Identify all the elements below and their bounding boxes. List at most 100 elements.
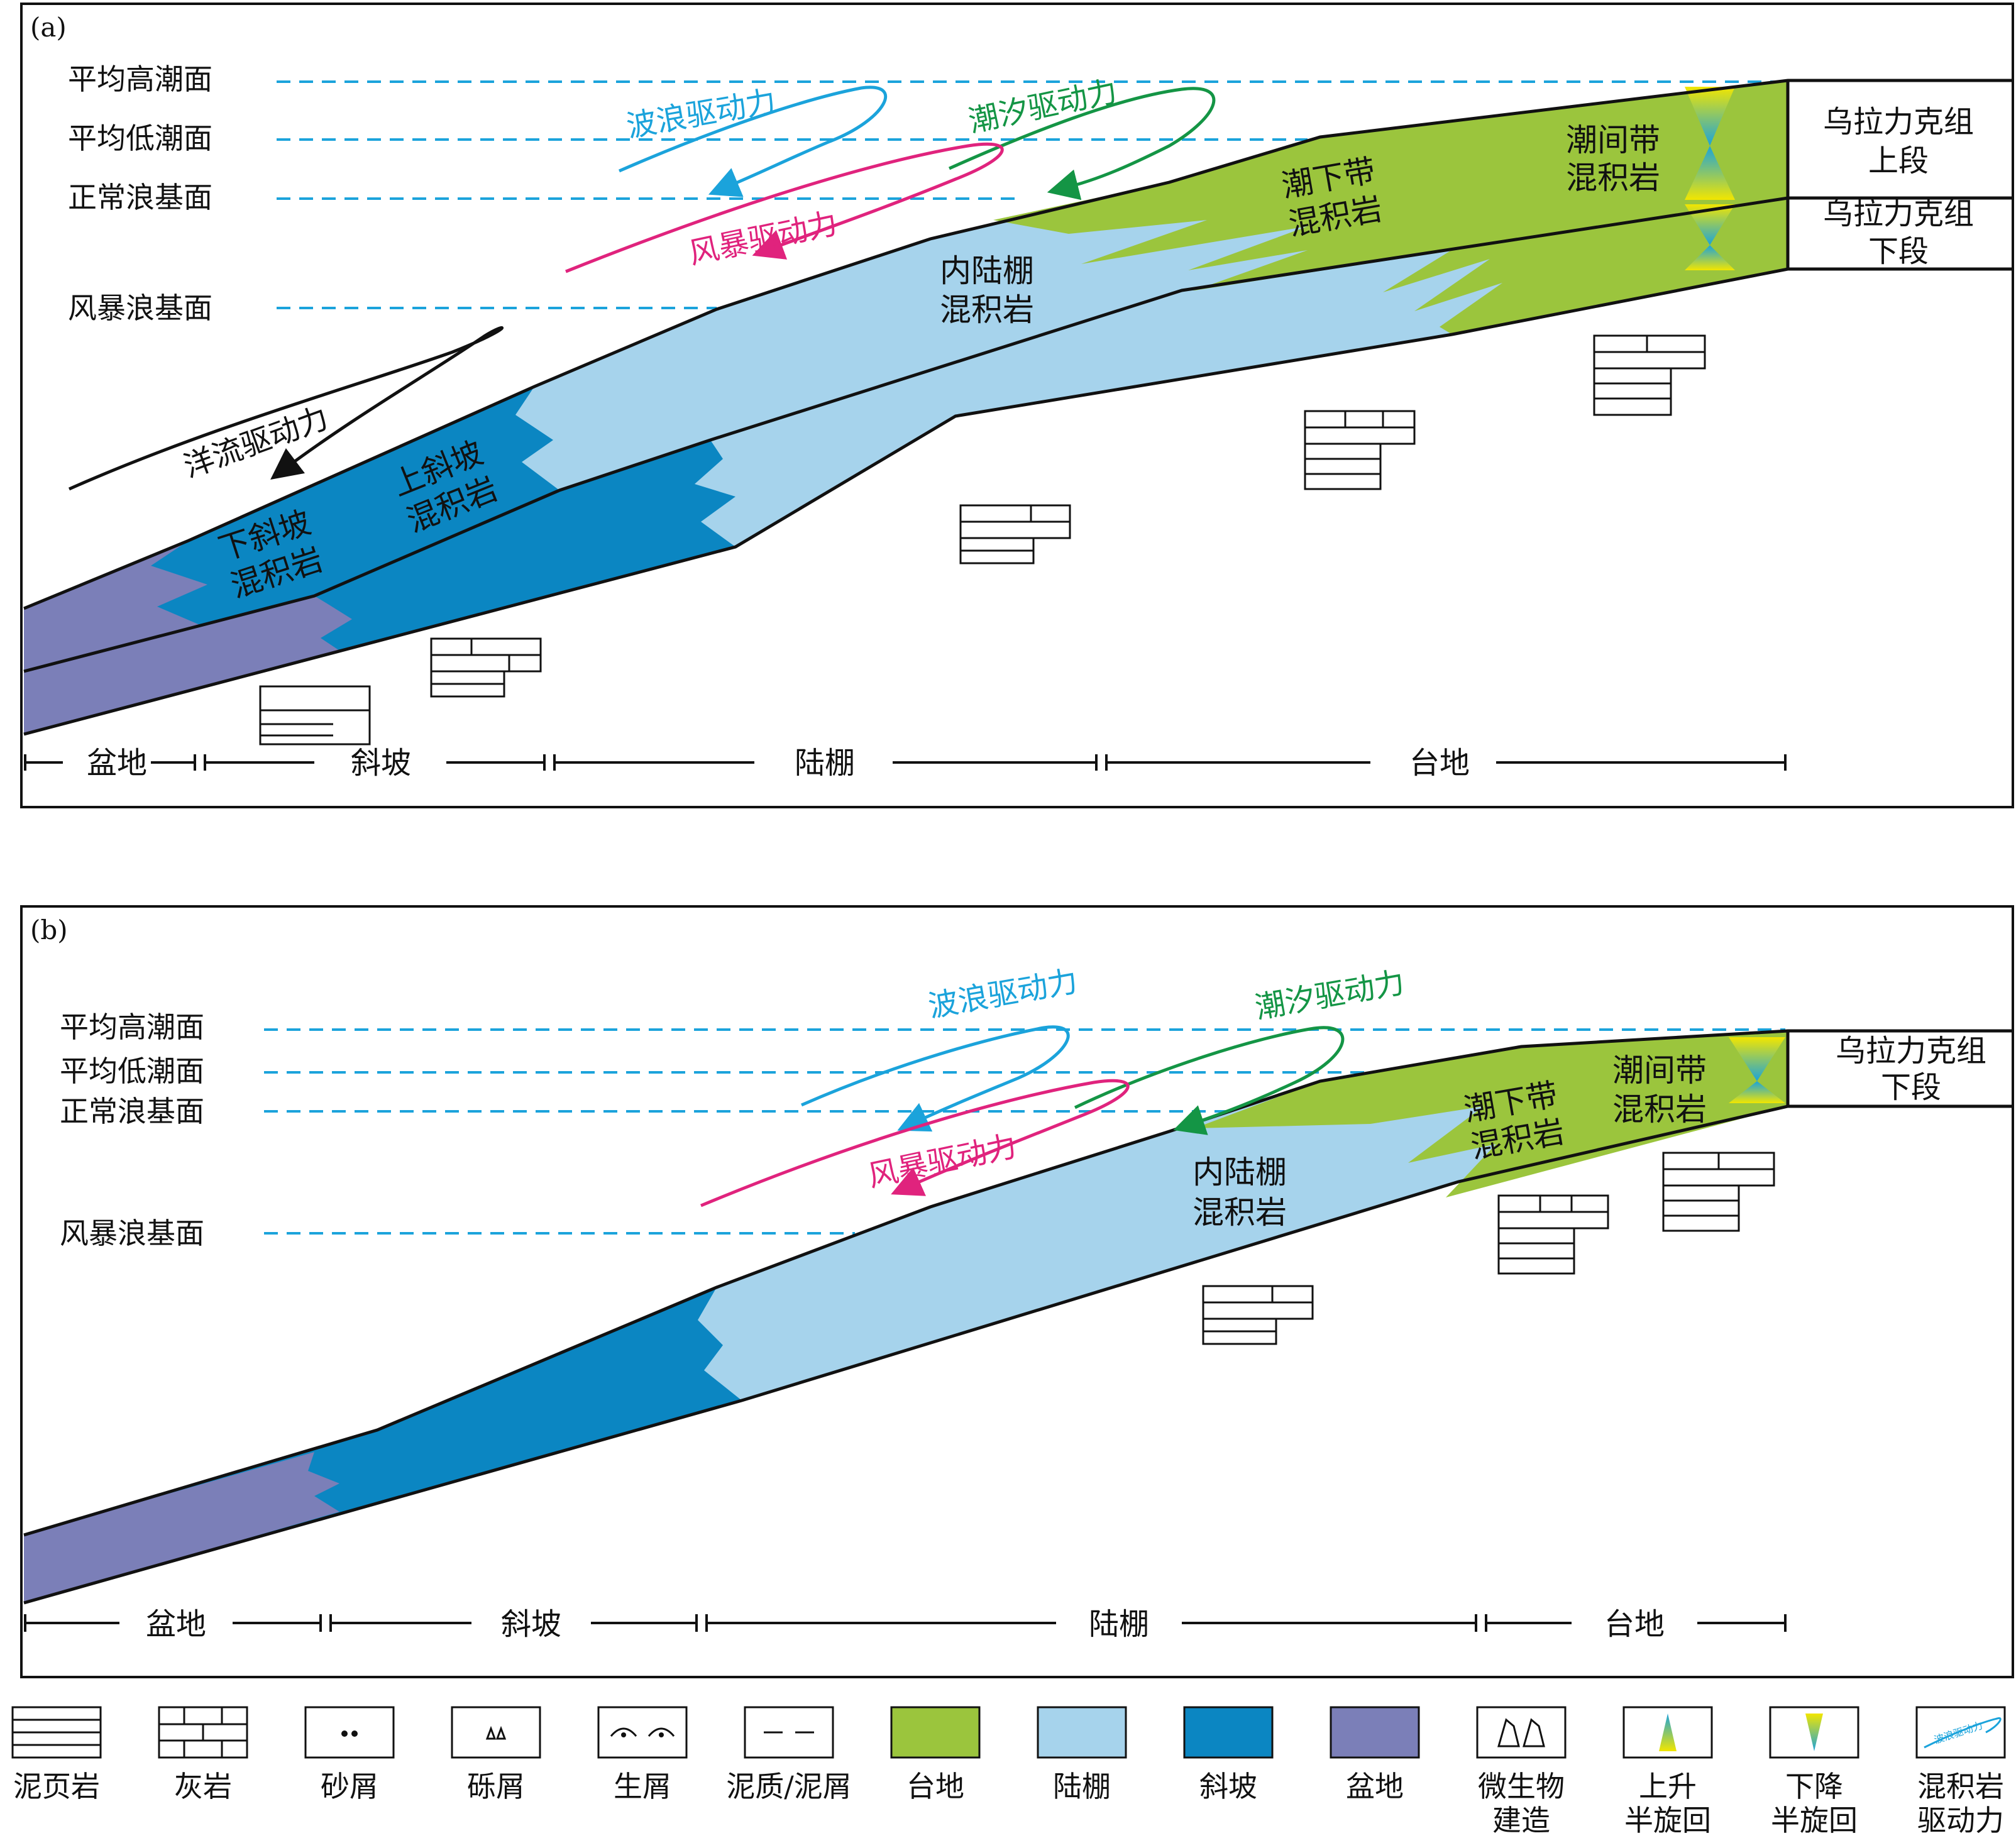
- panel-a-level-lines: [277, 80, 1785, 309]
- panel-b-lithology-logs: [1202, 1152, 1775, 1345]
- zone-platform-label: 台地: [1409, 745, 1470, 781]
- b-zone-slope-label: 斜坡: [501, 1607, 561, 1642]
- falling-hemicycle-icon: [1769, 1706, 1859, 1759]
- panel-b-boundaries: [23, 1029, 2013, 1605]
- legend-label: 台地: [906, 1769, 964, 1803]
- zone-slope-label: 斜坡: [351, 745, 411, 781]
- lower-member-label-2: 下段: [1868, 234, 1929, 269]
- legend-item: 砂屑: [304, 1706, 395, 1803]
- legend-label: 灰岩: [174, 1769, 232, 1803]
- b-normal-wave-base-label: 正常浪基面: [60, 1094, 204, 1128]
- legend-item: 台地: [890, 1706, 981, 1803]
- b-mean-high-tide-label: 平均高潮面: [60, 1010, 204, 1044]
- legend-label: 砾屑: [467, 1769, 525, 1803]
- panel-b: (b) 平均高潮面 平均低潮面 正常浪基面 风暴浪基面 乌拉力克组 下段 潮间带…: [20, 905, 2014, 1678]
- litho-log-intertidal: [1593, 334, 1706, 416]
- upper-member-label-1: 乌拉力克组: [1823, 104, 1974, 140]
- legend-label: 半旋回: [1771, 1803, 1858, 1837]
- limestone-icon: [158, 1706, 248, 1759]
- panel-a: (a) 平均高潮面 平均低潮面 正常浪基面 风暴浪基面: [20, 3, 2014, 808]
- legend-item: 灰岩: [158, 1706, 248, 1803]
- legend-label: 泥页岩: [13, 1769, 100, 1803]
- panel-b-zone-scale: [24, 1614, 1787, 1632]
- b-intertidal-label-2: 混积岩: [1612, 1091, 1707, 1128]
- legend-item: 斜坡: [1183, 1706, 1274, 1803]
- legend-label: 陆棚: [1053, 1769, 1111, 1803]
- b-inner-shelf-label-1: 内陆棚: [1193, 1154, 1287, 1191]
- bioclast-icon: [597, 1706, 688, 1759]
- panel-a-upper-member: [24, 80, 1788, 671]
- legend-item: 盆地: [1330, 1706, 1420, 1803]
- legend-label: 微生物: [1478, 1769, 1565, 1803]
- rising-hemicycle-icon: [1622, 1706, 1713, 1759]
- basin-swatch: [1330, 1706, 1420, 1759]
- b-litho-log-shelf: [1202, 1285, 1314, 1345]
- b-wave-driver-arrow: [800, 1025, 1070, 1132]
- panel-b-level-lines: [264, 1028, 1785, 1235]
- zone-basin-label: 盆地: [87, 745, 147, 781]
- b-zone-platform-label: 台地: [1604, 1607, 1665, 1642]
- litho-log-shelf: [959, 504, 1071, 564]
- storm-wave-base-label: 风暴浪基面: [68, 291, 212, 325]
- legend-item: 泥页岩: [11, 1706, 102, 1803]
- legend-label: 驱动力: [1917, 1803, 2004, 1837]
- legend-label: 混积岩: [1917, 1769, 2004, 1803]
- legend-item: 砾屑: [451, 1706, 541, 1803]
- legend-item: 陆棚: [1037, 1706, 1127, 1803]
- b-mean-low-tide-label: 平均低潮面: [60, 1054, 204, 1088]
- litho-log-slope: [430, 637, 542, 698]
- gravel-icon: [451, 1706, 541, 1759]
- b-litho-log-intertidal: [1662, 1152, 1775, 1232]
- b-inner-shelf-label-2: 混积岩: [1193, 1194, 1287, 1231]
- panel-b-facies-bodies: [24, 1031, 1788, 1603]
- driver-arrow-icon: 波浪驱动力: [1915, 1706, 2006, 1759]
- upper-member-label-2: 上段: [1868, 143, 1929, 179]
- panel-a-zone-scale: [24, 754, 1787, 771]
- normal-wave-base-label: 正常浪基面: [68, 180, 212, 214]
- b-storm-driver-arrow: [700, 1079, 1130, 1208]
- microbial-icon: [1476, 1706, 1567, 1759]
- b-zone-basin-label: 盆地: [146, 1607, 206, 1642]
- panel-a-tag: (a): [30, 12, 67, 43]
- current-driver-arrow: [68, 326, 504, 491]
- mud-icon: [744, 1706, 834, 1759]
- litho-log-basin: [259, 685, 371, 745]
- mean-high-tide-label: 平均高潮面: [68, 62, 212, 96]
- legend-label: 砂屑: [321, 1769, 378, 1803]
- legend-label: 生屑: [614, 1769, 671, 1803]
- storm-driver-arrow: [565, 142, 1004, 273]
- legend-label: 泥质/泥屑: [726, 1769, 852, 1803]
- mean-low-tide-label: 平均低潮面: [68, 121, 212, 155]
- b-tide-driver-arrow: [1074, 1026, 1345, 1135]
- legend-label: 上升: [1639, 1769, 1697, 1803]
- shelf-swatch: [1037, 1706, 1127, 1759]
- zone-shelf-label: 陆棚: [795, 745, 855, 781]
- intertidal-label-1: 潮间带: [1566, 122, 1660, 158]
- sand-grain-icon: [304, 1706, 395, 1759]
- legend-label: 建造: [1492, 1803, 1550, 1837]
- legend-label: 斜坡: [1199, 1769, 1257, 1803]
- legend-item: 泥质/泥屑: [726, 1706, 852, 1803]
- panel-a-boundaries: [23, 79, 2013, 736]
- intertidal-label-2: 混积岩: [1566, 160, 1660, 196]
- legend-label: 半旋回: [1624, 1803, 1711, 1837]
- wave-driver-arrow: [619, 85, 888, 197]
- lower-member-label-1: 乌拉力克组: [1823, 196, 1974, 231]
- inner-shelf-label-2: 混积岩: [940, 292, 1034, 328]
- legend: 泥页岩 灰岩 砂屑 砾屑 生屑 泥质/泥屑 台地 陆棚 斜坡 盆地 微生物建造上升半旋回下降半旋回波…: [11, 1706, 2006, 1837]
- tide-driver-arrow: [948, 87, 1216, 201]
- shale-icon: [11, 1706, 102, 1759]
- b-intertidal-label-1: 潮间带: [1612, 1052, 1707, 1089]
- b-litho-log-subtidal: [1497, 1194, 1609, 1275]
- b-storm-wave-base-label: 风暴浪基面: [60, 1216, 204, 1250]
- panel-b-tag: (b): [30, 915, 68, 945]
- panel-a-lower-member: [24, 198, 1788, 734]
- slope-swatch: [1183, 1706, 1274, 1759]
- panel-a-lithology-logs: [259, 334, 1706, 745]
- b-lower-member-label-2: 下段: [1881, 1070, 1941, 1105]
- legend-label: 盆地: [1346, 1769, 1404, 1803]
